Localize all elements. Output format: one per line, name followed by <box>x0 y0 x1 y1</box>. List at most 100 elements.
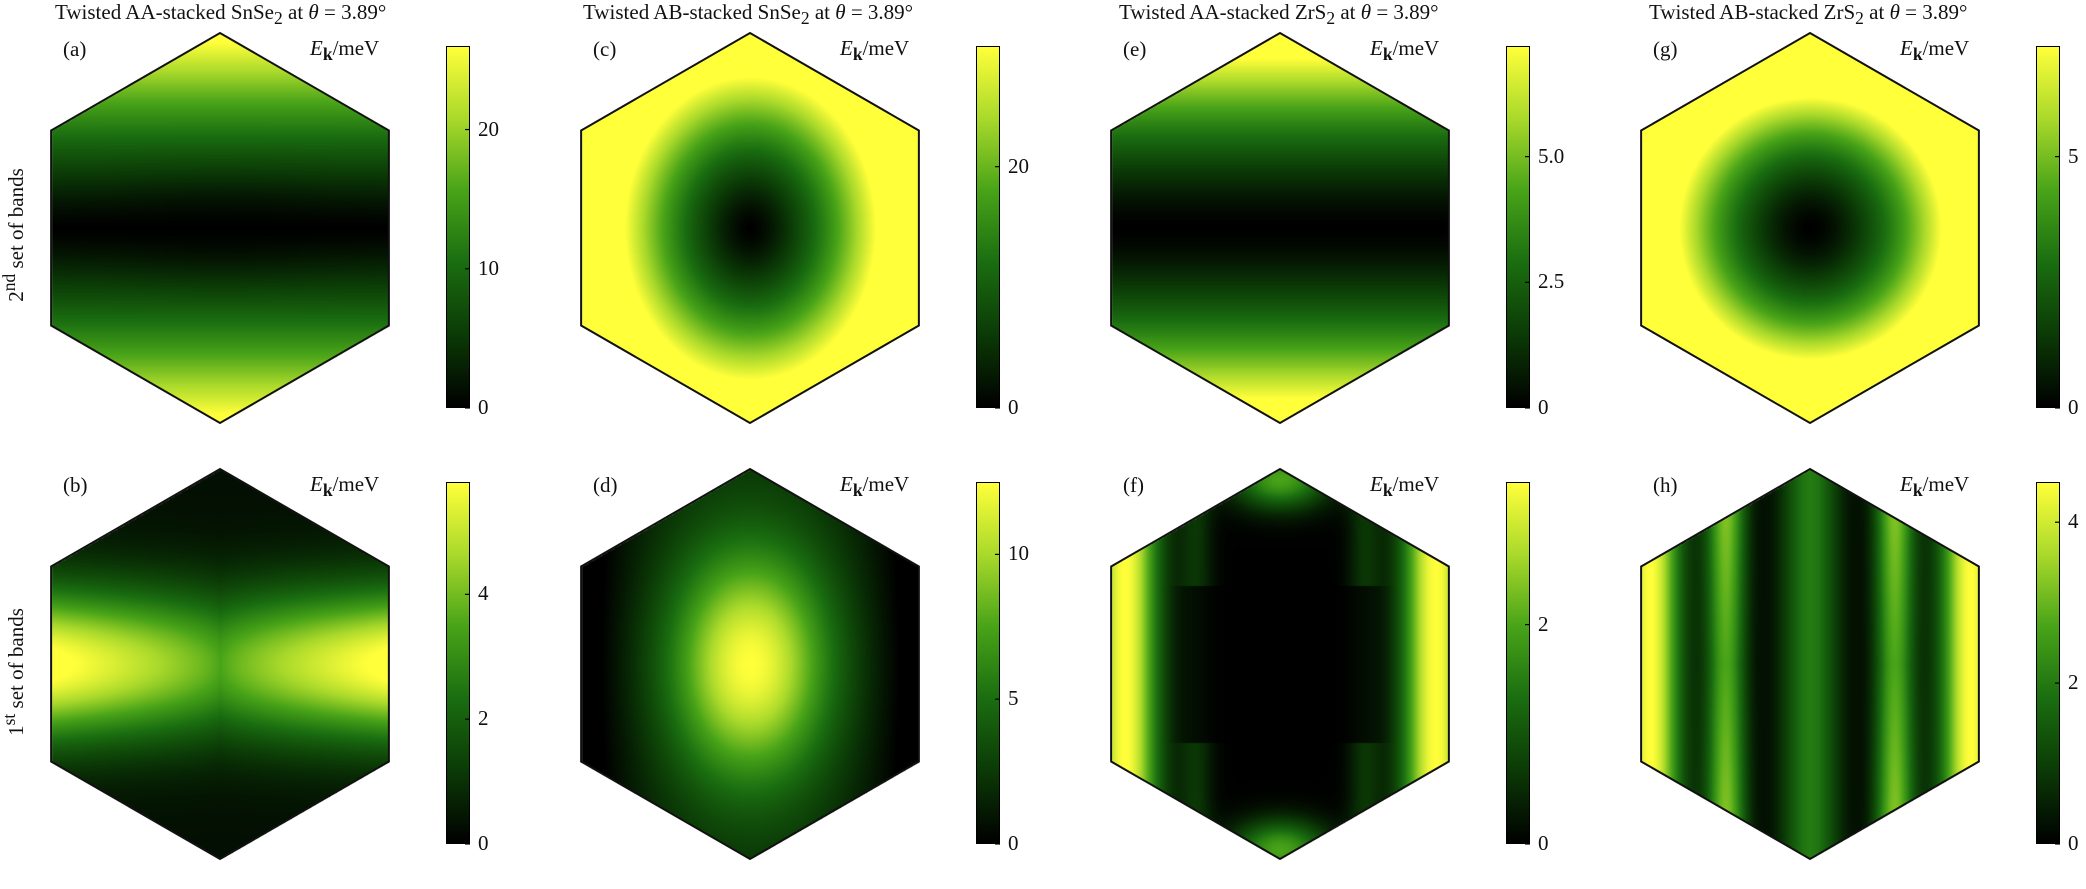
colorbar-tick-label: 0 <box>478 831 489 855</box>
panel-label-b: (b) <box>63 473 88 497</box>
colorbar-tick-label: 4 <box>2068 509 2079 534</box>
cb-unit: /meV <box>1922 472 1970 496</box>
panel-label-f: (f) <box>1123 473 1144 497</box>
row-label-text: set of bands <box>4 608 28 714</box>
title-theta: θ <box>835 0 846 24</box>
title-text: Twisted AB-stacked ZrS <box>1649 0 1856 24</box>
cb-var: E <box>1370 472 1383 496</box>
heatmap-c <box>580 33 920 423</box>
cb-sub: k <box>322 480 333 501</box>
cb-var: E <box>310 36 323 60</box>
row-label-text: set of bands <box>4 168 28 274</box>
cb-sub: k <box>852 480 863 501</box>
panel-label-e: (e) <box>1123 37 1147 61</box>
heatmap-d <box>580 469 920 859</box>
colorbar-tick-label: 0 <box>1538 831 1549 855</box>
colorbar-f <box>1506 482 1530 844</box>
panel-label-c: (c) <box>593 37 617 61</box>
panel-label-g: (g) <box>1653 37 1678 61</box>
row-label-num: 2 <box>4 291 28 302</box>
heatmap-f <box>1110 469 1450 859</box>
title-theta: θ <box>308 0 319 24</box>
colorbar-tick-label: 0 <box>2068 395 2079 419</box>
colorbar-title: Ek/meV <box>310 36 379 65</box>
cb-sub: k <box>1912 44 1923 65</box>
title-text: at <box>1863 0 1890 24</box>
colorbar-tick-label: 5.0 <box>1538 143 1565 168</box>
row-label-second-bands: 2nd set of bands <box>0 145 29 325</box>
panel-label-a: (a) <box>63 37 87 61</box>
title-text: Twisted AA-stacked ZrS <box>1119 0 1327 24</box>
cb-sub: k <box>1382 44 1393 65</box>
colorbar-tick-label: 4 <box>478 581 489 606</box>
colorbar-tick-label: 0 <box>478 395 489 419</box>
colorbar-title: Ek/meV <box>840 36 909 65</box>
colorbar-g <box>2036 46 2060 408</box>
colorbar-title: Ek/meV <box>310 472 379 501</box>
row-label-num: 1 <box>4 725 28 736</box>
heatmap-h <box>1640 469 1980 859</box>
colorbar-tick-label: 20 <box>1008 153 1029 178</box>
colorbar-tick-label: 2 <box>1538 611 1549 636</box>
heatmap-b <box>50 469 390 859</box>
cb-sub: k <box>322 44 333 65</box>
colorbar-h <box>2036 482 2060 844</box>
colorbar-b <box>446 482 470 844</box>
colorbar-tick-label: 2 <box>2068 670 2079 695</box>
cb-var: E <box>840 36 853 60</box>
cb-unit: /meV <box>332 472 380 496</box>
cb-var: E <box>1900 472 1913 496</box>
title-sub: 2 <box>1855 8 1864 29</box>
colorbar-title: Ek/meV <box>1370 472 1439 501</box>
column-title-ab-snse2: Twisted AB-stacked SnSe2 at θ = 3.89° <box>583 0 913 29</box>
cb-sub: k <box>1912 480 1923 501</box>
title-text: = 3.89° <box>318 0 387 24</box>
colorbar-tick-label: 2 <box>478 706 489 731</box>
cb-unit: /meV <box>332 36 380 60</box>
cb-sub: k <box>1382 480 1393 501</box>
title-theta: θ <box>1360 0 1372 24</box>
cb-var: E <box>1900 36 1913 60</box>
colorbar-tick-label: 10 <box>478 255 499 280</box>
panel-label-h: (h) <box>1653 473 1678 497</box>
row-label-sup: st <box>0 713 19 726</box>
column-title-ab-zrs2: Twisted AB-stacked ZrS2 at θ = 3.89° <box>1649 0 1967 29</box>
row-label-first-bands: 1st set of bands <box>0 582 29 762</box>
cb-unit: /meV <box>862 36 910 60</box>
title-text: = 3.89° <box>1899 0 1968 24</box>
cb-unit: /meV <box>1922 36 1970 60</box>
colorbar-tick-label: 20 <box>478 116 499 141</box>
colorbar-tick-label: 0 <box>1538 395 1549 419</box>
colorbar-tick-label: 0 <box>2068 831 2079 855</box>
colorbar-title: Ek/meV <box>840 472 909 501</box>
cb-var: E <box>840 472 853 496</box>
colorbar-tick-label: 0 <box>1008 831 1019 855</box>
title-text: Twisted AB-stacked SnSe <box>583 0 801 24</box>
title-sub: 2 <box>800 8 810 29</box>
colorbar-title: Ek/meV <box>1370 36 1439 65</box>
title-text: Twisted AA-stacked SnSe <box>55 0 275 24</box>
colorbar-d <box>976 482 1000 844</box>
panel-label-d: (d) <box>593 473 618 497</box>
colorbar-e <box>1506 46 1530 408</box>
cb-sub: k <box>852 44 863 65</box>
cb-unit: /meV <box>862 472 910 496</box>
colorbar-title: Ek/meV <box>1900 36 1969 65</box>
row-label-sup: nd <box>0 273 19 292</box>
title-text: = 3.89° <box>845 0 914 24</box>
title-theta: θ <box>1889 0 1900 24</box>
colorbar-c <box>976 46 1000 408</box>
colorbar-tick-label: 2.5 <box>1538 269 1565 294</box>
colorbar-a <box>446 46 470 408</box>
title-text: = 3.89° <box>1371 0 1439 24</box>
cb-unit: /meV <box>1392 472 1440 496</box>
title-text: at <box>809 0 836 24</box>
colorbar-tick-label: 5 <box>2068 143 2079 168</box>
colorbar-title: Ek/meV <box>1900 472 1969 501</box>
column-title-aa-zrs2: Twisted AA-stacked ZrS2 at θ = 3.89° <box>1119 0 1439 29</box>
cb-var: E <box>1370 36 1383 60</box>
cb-var: E <box>310 472 323 496</box>
heatmap-a <box>50 33 390 423</box>
title-text: at <box>282 0 309 24</box>
colorbar-tick-label: 5 <box>1008 686 1019 711</box>
